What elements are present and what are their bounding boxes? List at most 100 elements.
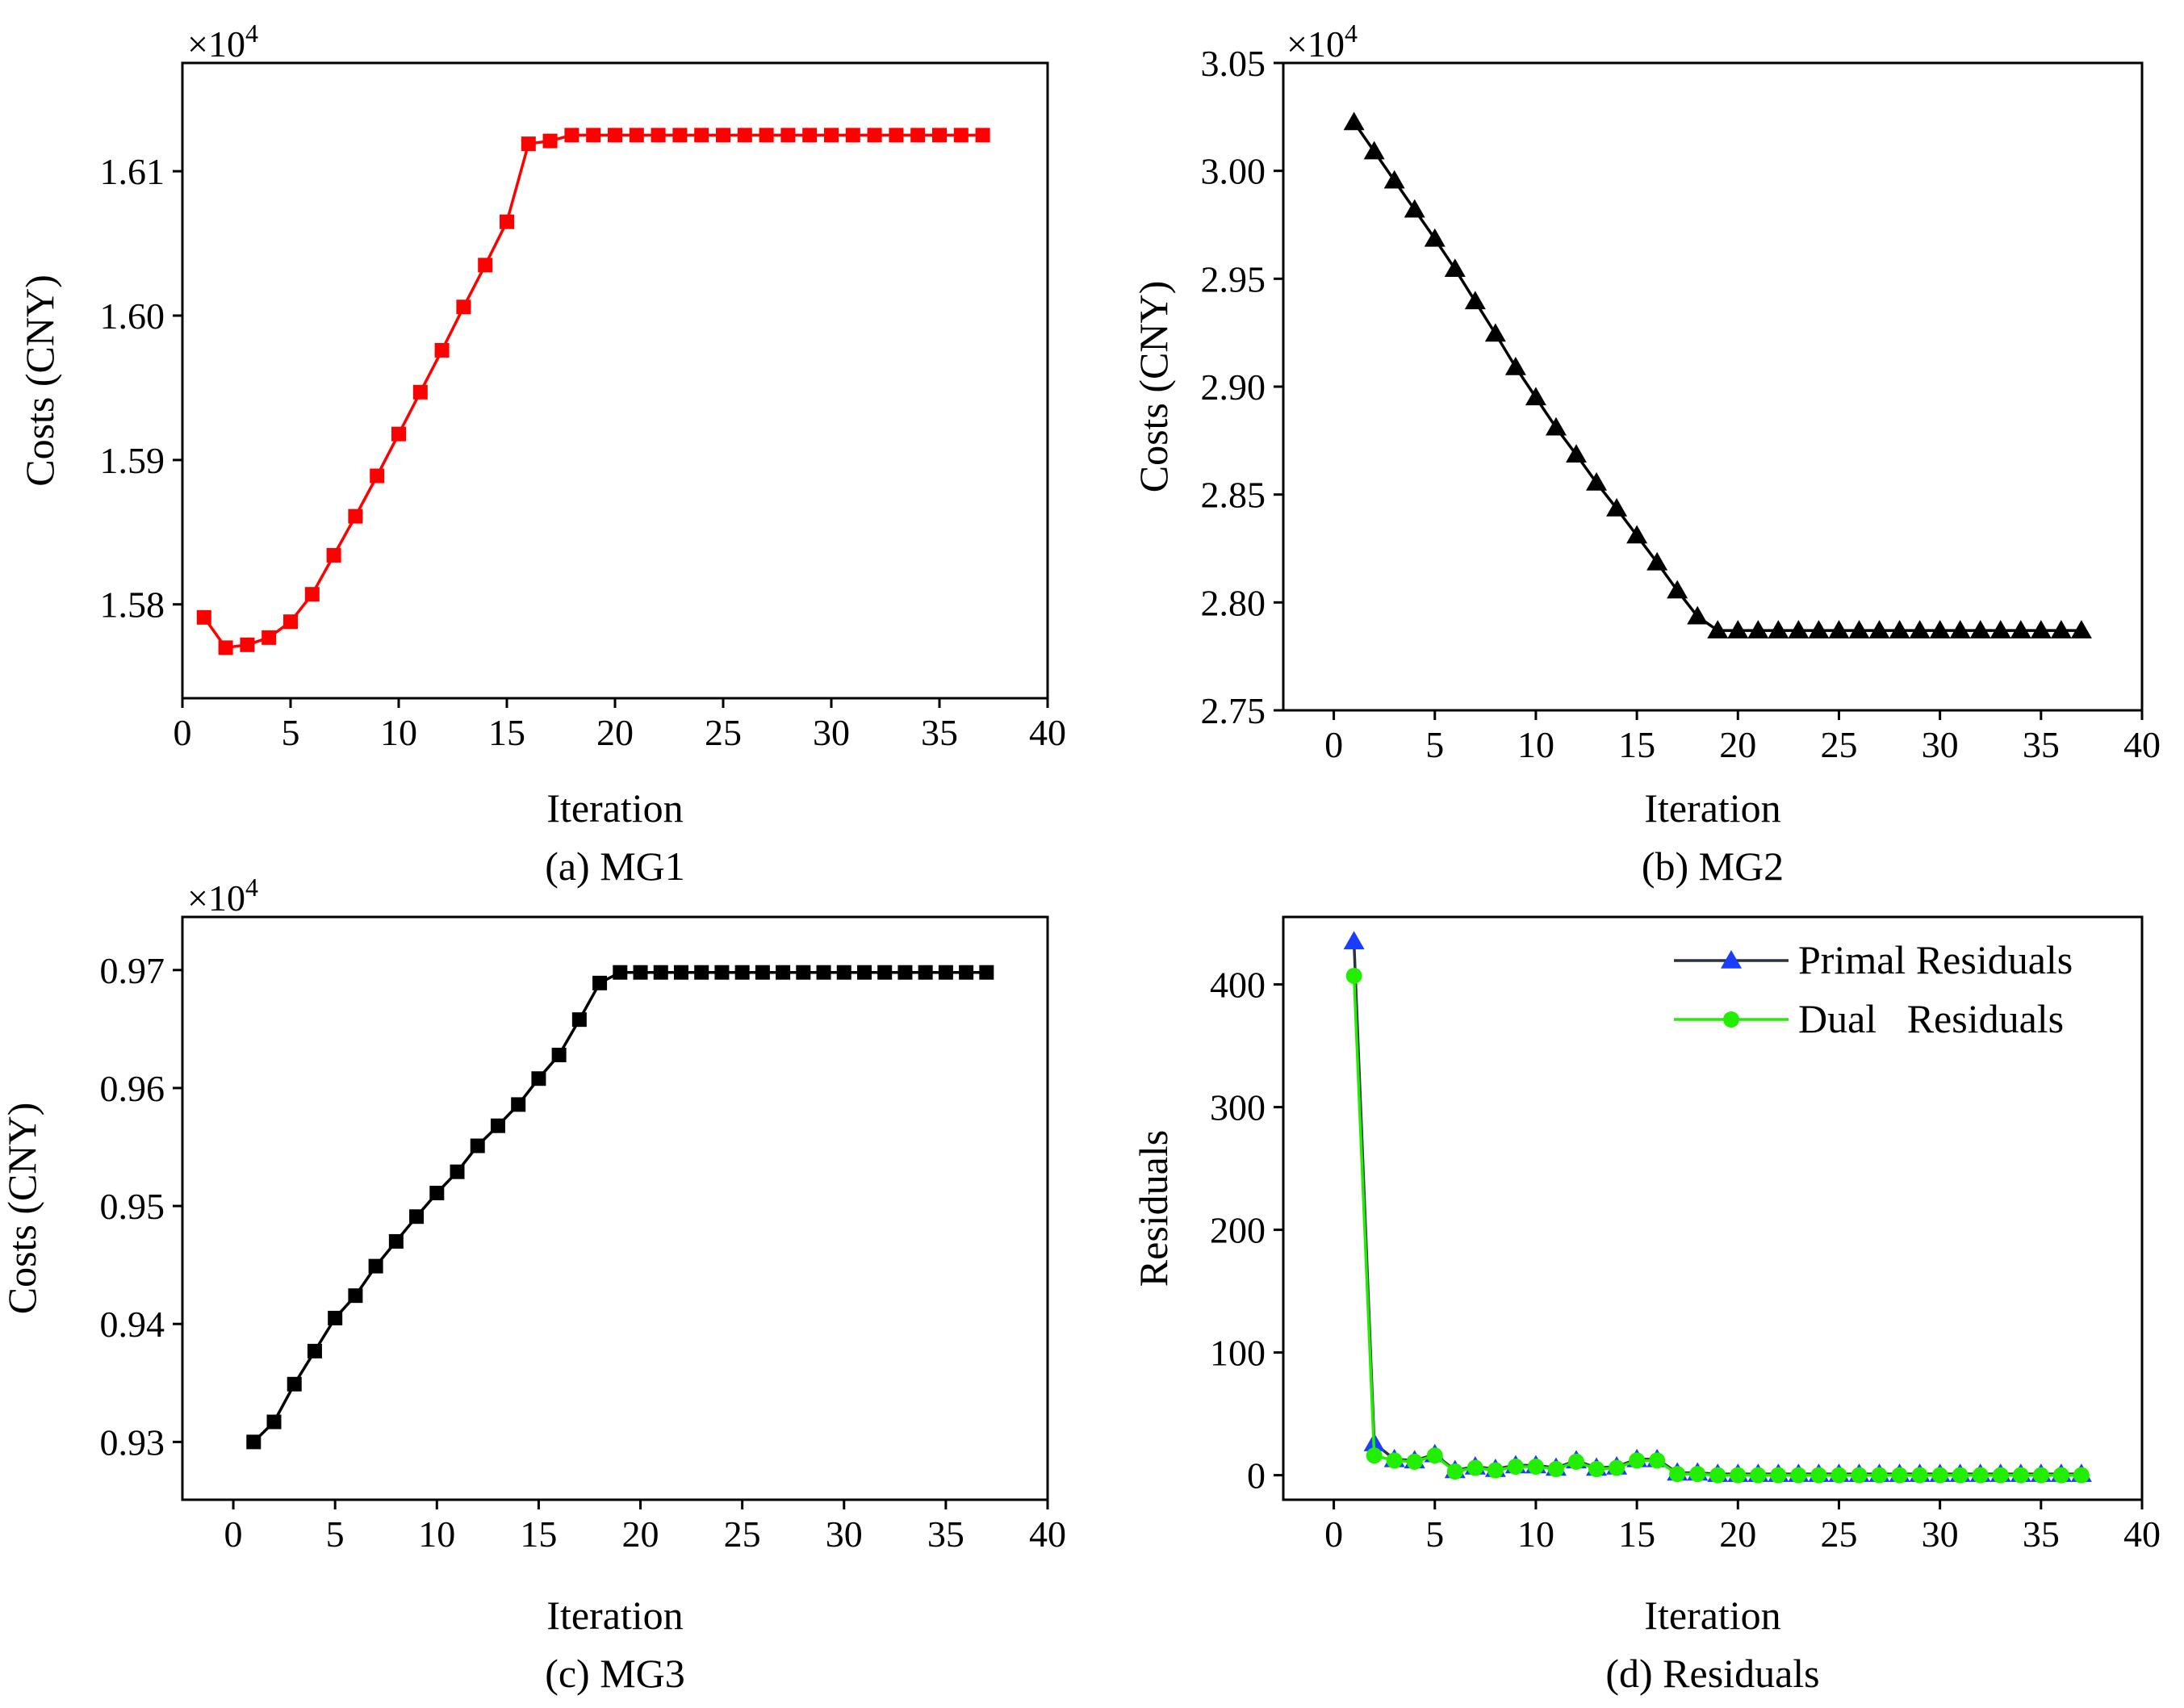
data-point — [388, 1233, 404, 1249]
data-point — [1707, 620, 1729, 638]
data-point — [877, 965, 893, 980]
data-point — [1667, 580, 1688, 599]
data-point — [856, 965, 872, 980]
data-point — [1992, 1467, 2009, 1484]
data-point — [1343, 931, 1365, 950]
x-tick-label: 15 — [1618, 724, 1655, 765]
x-tick-label: 35 — [2023, 1513, 2060, 1555]
data-point — [932, 128, 947, 143]
data-point — [1507, 1458, 1524, 1475]
data-point — [1911, 1467, 1928, 1484]
data-point — [1808, 620, 1830, 638]
data-point — [613, 965, 628, 980]
data-point — [2050, 620, 2072, 638]
legend: Primal Residuals Dual Residuals — [1674, 937, 2073, 1041]
data-point — [490, 1118, 505, 1133]
data-point — [1404, 199, 1425, 218]
data-point — [633, 965, 648, 980]
y-tick-label: 0.95 — [100, 1186, 165, 1227]
data-point — [266, 1414, 282, 1430]
data-point — [571, 1012, 587, 1028]
plot-frame — [1282, 915, 2144, 1501]
data-point — [1727, 620, 1749, 638]
data-point — [1426, 1447, 1443, 1464]
panel-d: 0 5 10 15 20 25 30 35 400100200300400IterationRe… — [1131, 915, 2161, 1696]
data-point — [1768, 620, 1789, 638]
data-point — [975, 128, 990, 143]
data-point — [1788, 620, 1810, 638]
data-point — [1790, 1467, 1807, 1484]
data-point — [918, 965, 933, 980]
data-point — [1891, 1467, 1908, 1484]
data-point — [716, 128, 730, 143]
x-tick-label: 5 — [1425, 724, 1444, 765]
data-point — [1730, 1467, 1747, 1484]
data-point — [867, 128, 882, 143]
data-point — [592, 975, 608, 990]
data-point — [1545, 417, 1567, 436]
data-point — [246, 1434, 261, 1450]
data-point — [780, 128, 796, 143]
x-axis-label: Iteration — [546, 785, 683, 831]
data-point — [348, 509, 363, 524]
data-point — [456, 299, 471, 315]
x-tick-label: 20 — [622, 1513, 659, 1555]
data-point — [1366, 1447, 1383, 1464]
x-tick-label: 15 — [520, 1513, 557, 1555]
data-point — [1709, 1467, 1726, 1484]
y-tick-label: 300 — [1210, 1087, 1266, 1128]
data-point — [2073, 1467, 2090, 1484]
data-point — [1649, 1452, 1666, 1469]
legend-label: Primal Residuals — [1798, 937, 2073, 982]
data-point — [196, 609, 211, 625]
data-point — [653, 965, 668, 980]
series-2 — [1345, 967, 2090, 1484]
data-point — [551, 1048, 567, 1062]
axis-multiplier: ×104 — [187, 873, 258, 919]
x-tick-label: 0 — [174, 712, 192, 753]
data-point — [910, 128, 926, 143]
data-point — [1969, 620, 1991, 638]
y-tick-label: 3.05 — [1201, 43, 1266, 84]
y-tick-label: 1.59 — [100, 440, 165, 481]
data-point — [370, 468, 385, 484]
y-tick-label: 0.94 — [100, 1304, 165, 1345]
x-tick-label: 25 — [705, 712, 742, 753]
y-tick-label: 100 — [1210, 1333, 1266, 1374]
x-tick-label: 40 — [2123, 1513, 2161, 1555]
x-tick-label: 30 — [1922, 724, 1959, 765]
data-point — [836, 965, 851, 980]
y-tick-label: 2.85 — [1201, 475, 1266, 516]
x-tick-label: 10 — [380, 712, 417, 753]
data-point — [429, 1186, 445, 1200]
data-point — [1547, 1461, 1564, 1477]
x-tick-label: 40 — [2123, 724, 2161, 765]
panel-caption: (b) MG2 — [1642, 844, 1784, 889]
legend-label: Dual Residuals — [1798, 996, 2064, 1041]
plot-frame — [181, 61, 1049, 700]
panel-caption: (a) MG1 — [545, 844, 685, 889]
data-point — [564, 128, 579, 143]
data-point — [1566, 444, 1588, 463]
data-point — [734, 965, 750, 980]
x-tick-label: 10 — [1517, 724, 1554, 765]
data-point — [1828, 620, 1850, 638]
x-tick-label: 0 — [1324, 724, 1343, 765]
data-point — [1989, 620, 2011, 638]
panel-c: 0 5 10 15 20 25 30 35 40 0.93 0.94 0.95 0.96 0.97 ×104… — [0, 873, 1066, 1696]
data-point — [1568, 1453, 1585, 1470]
data-point — [1444, 258, 1466, 278]
data-point — [1851, 1467, 1868, 1484]
data-point — [845, 128, 860, 143]
series-line — [1352, 975, 2081, 1477]
data-point — [897, 965, 913, 980]
data-point — [348, 1288, 363, 1304]
data-point — [1525, 387, 1546, 406]
y-tick-label: 1.61 — [100, 151, 165, 192]
data-point — [694, 965, 709, 980]
data-point — [1770, 1467, 1787, 1484]
data-point — [673, 965, 688, 980]
series-line — [1353, 121, 2081, 632]
data-point — [755, 965, 770, 980]
